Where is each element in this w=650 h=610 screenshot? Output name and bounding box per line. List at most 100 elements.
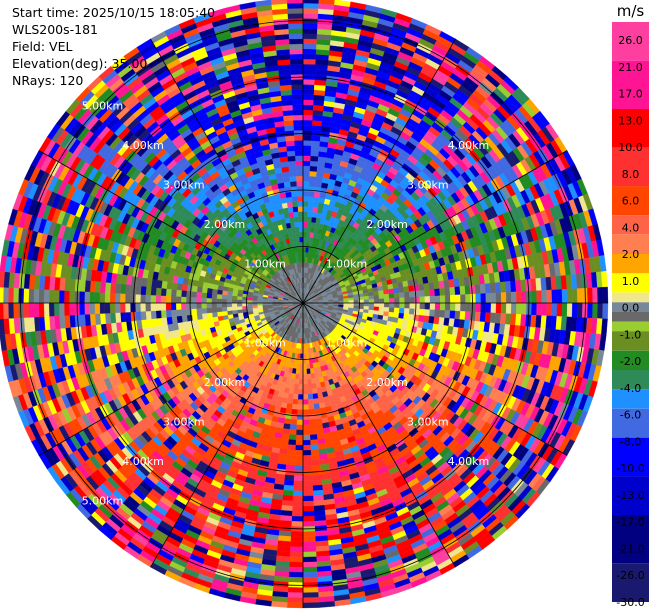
velocity-gate: [302, 576, 318, 583]
velocity-gate: [296, 424, 304, 431]
velocity-gate: [454, 286, 461, 296]
velocity-gate: [304, 343, 308, 349]
velocity-gate: [393, 287, 400, 294]
velocity-gate: [551, 289, 558, 304]
velocity-gate: [536, 290, 543, 304]
velocity-gate: [439, 310, 446, 319]
velocity-gate: [290, 531, 304, 537]
velocity-gate: [556, 289, 563, 304]
velocity-gate: [302, 556, 317, 563]
velocity-gate: [288, 571, 304, 578]
velocity-gate: [510, 291, 517, 304]
velocity-gate: [465, 294, 471, 304]
velocity-gate: [294, 450, 304, 456]
velocity-gate: [418, 315, 425, 323]
velocity-gate: [286, 602, 304, 609]
velocity-gate: [315, 181, 323, 188]
velocity-gate: [302, 119, 313, 126]
velocity-gate: [460, 294, 466, 304]
velocity-gate: [302, 470, 313, 476]
velocity-gate: [289, 429, 297, 436]
velocity-gate: [315, 418, 323, 425]
velocity-gate: [302, 135, 312, 141]
velocity-gate: [480, 302, 487, 313]
velocity-gate: [310, 439, 319, 446]
velocity-gate: [388, 307, 395, 313]
velocity-gate: [394, 302, 400, 309]
velocity-gate: [308, 409, 315, 415]
velocity-gate: [312, 104, 324, 112]
velocity-gate: [587, 302, 593, 319]
velocity-gate: [363, 302, 370, 307]
velocity-gate: [294, 455, 304, 461]
velocity-gate: [305, 348, 309, 354]
velocity-gate: [465, 302, 471, 312]
velocity-gate: [307, 206, 314, 213]
velocity-gate: [302, 94, 315, 101]
velocity-gate: [312, 206, 319, 213]
velocity-gate: [602, 286, 609, 304]
velocity-gate: [494, 312, 502, 324]
velocity-gate: [302, 353, 307, 360]
velocity-gate: [597, 287, 604, 304]
velocity-gate: [403, 308, 410, 315]
velocity-gate: [388, 288, 395, 295]
velocity-gate: [302, 145, 312, 151]
velocity-gate: [444, 287, 451, 296]
velocity-gate: [288, 434, 297, 441]
velocity-gate: [309, 429, 317, 436]
velocity-gate: [546, 302, 553, 317]
velocity-gate: [302, 246, 307, 253]
velocity-gate: [434, 302, 441, 311]
velocity-gate: [419, 308, 425, 316]
velocity-gate: [302, 109, 314, 116]
velocity-gate: [282, 494, 294, 502]
velocity-gate: [302, 211, 308, 217]
velocity-gate: [305, 353, 309, 359]
velocity-gate: [521, 302, 527, 315]
velocity-gate: [302, 13, 319, 19]
velocity-gate: [286, 454, 296, 461]
velocity-gate: [485, 302, 492, 313]
velocity-gate: [571, 302, 578, 318]
velocity-gate: [489, 312, 497, 324]
velocity-gate: [302, 434, 311, 441]
velocity-gate: [490, 292, 497, 304]
velocity-gate: [284, 474, 295, 481]
velocity-gate: [566, 302, 573, 318]
velocity-gate: [297, 394, 304, 400]
velocity-gate: [373, 290, 379, 296]
velocity-gate: [295, 444, 304, 451]
velocity-gate: [289, 424, 297, 431]
velocity-gate: [318, 601, 336, 608]
velocity-gate: [311, 464, 321, 471]
velocity-gate: [505, 302, 512, 315]
velocity-gate: [302, 2, 319, 9]
velocity-gate: [286, 398, 294, 405]
velocity-gate: [449, 310, 456, 320]
velocity-gate: [304, 338, 308, 344]
velocity-gate: [299, 368, 304, 375]
velocity-gate: [312, 398, 320, 405]
velocity-gate: [480, 293, 487, 304]
velocity-gate: [308, 419, 316, 425]
velocity-gate: [310, 449, 320, 456]
velocity-gate: [424, 302, 431, 310]
velocity-gate: [302, 33, 318, 40]
velocity-gate: [297, 404, 304, 410]
velocity-gate: [348, 300, 354, 304]
velocity-gate: [285, 408, 292, 415]
velocity-gate: [298, 373, 304, 380]
velocity-gate: [495, 302, 502, 314]
velocity-gate: [289, 561, 304, 568]
velocity-gate: [283, 418, 291, 425]
velocity-gate: [309, 175, 317, 182]
velocity-gate: [295, 434, 304, 441]
velocity-gate: [309, 424, 317, 431]
velocity-gate: [289, 551, 304, 558]
velocity-gate: [306, 221, 312, 228]
velocity-gate: [302, 89, 315, 96]
velocity-gate: [302, 43, 317, 50]
velocity-gate: [313, 94, 325, 101]
velocity-gate: [302, 84, 315, 90]
